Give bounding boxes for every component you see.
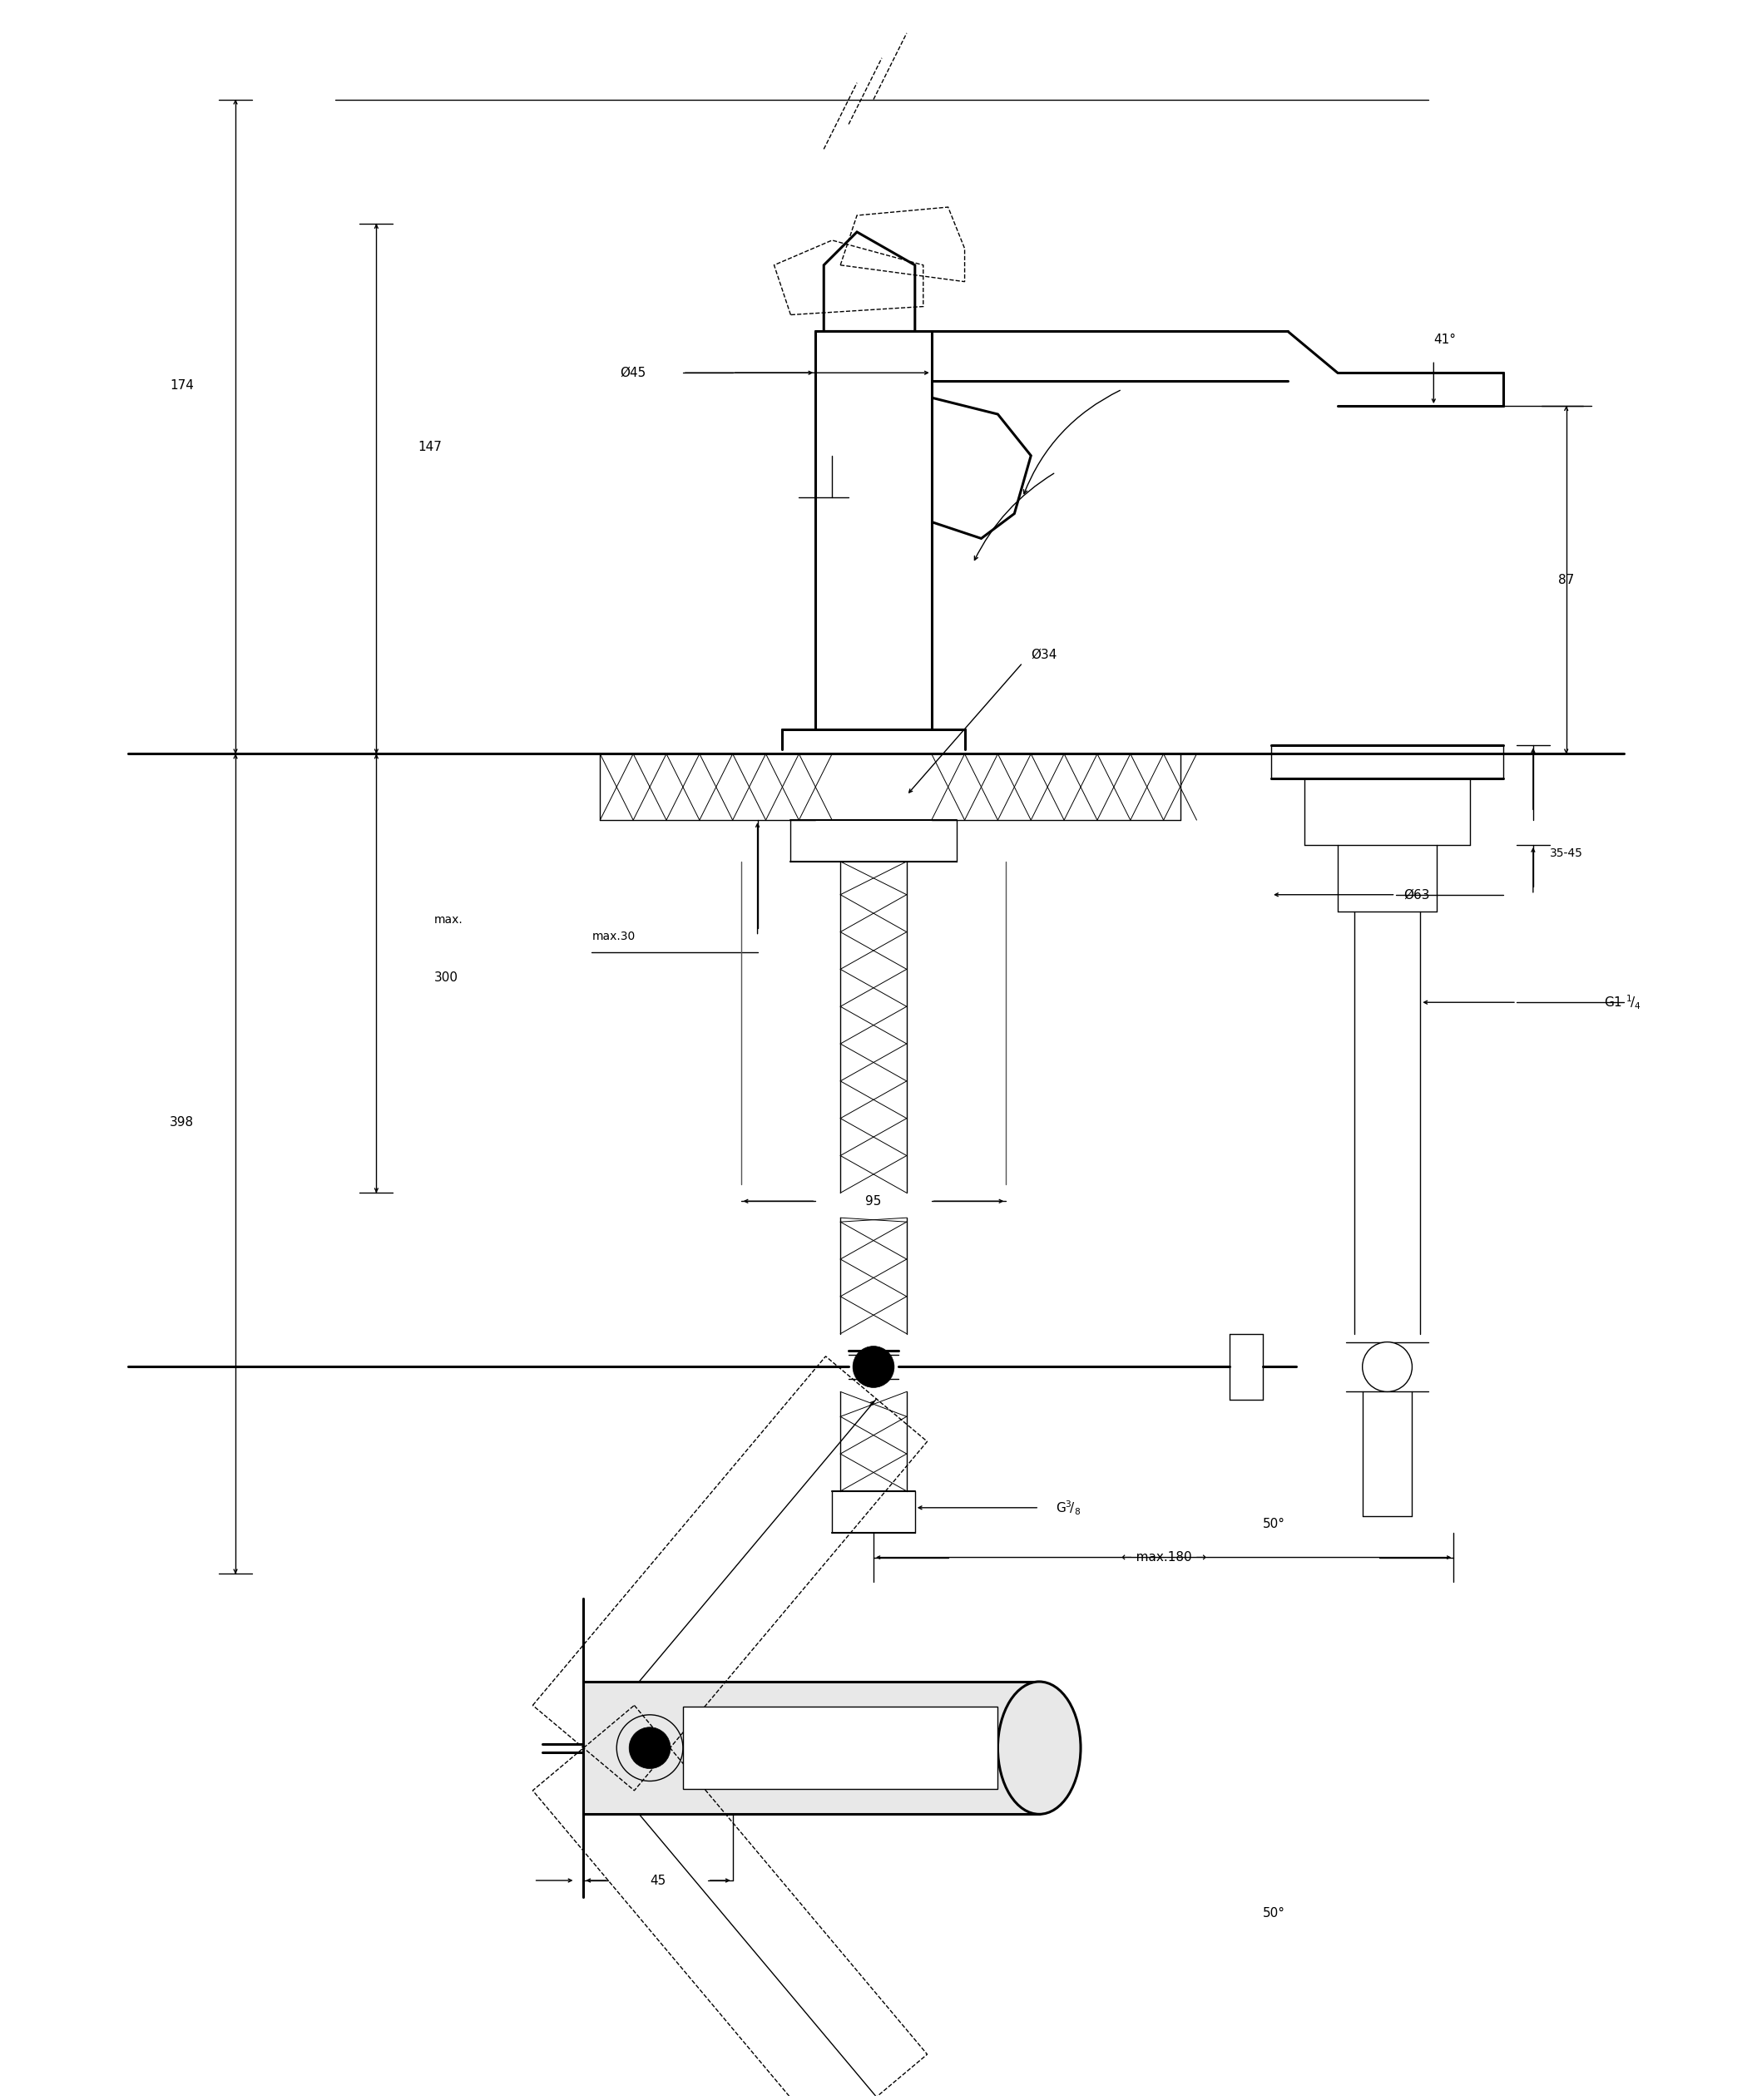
Text: 174: 174 bbox=[170, 378, 194, 391]
Circle shape bbox=[1363, 1342, 1412, 1392]
Text: G1 $^1\!/_4$: G1 $^1\!/_4$ bbox=[1603, 993, 1642, 1012]
Text: max.30: max.30 bbox=[592, 930, 636, 943]
Text: 50°: 50° bbox=[1263, 1518, 1286, 1531]
Text: 50°: 50° bbox=[1263, 1907, 1286, 1919]
Text: 95: 95 bbox=[865, 1195, 881, 1208]
Polygon shape bbox=[823, 231, 915, 332]
Text: 398: 398 bbox=[170, 1117, 194, 1128]
Text: Ø34: Ø34 bbox=[1030, 649, 1056, 662]
Text: max.: max. bbox=[434, 914, 463, 926]
Text: G$^3\!/_8$: G$^3\!/_8$ bbox=[1056, 1499, 1081, 1516]
Bar bbox=[583, 1682, 1039, 1814]
Circle shape bbox=[629, 1726, 671, 1768]
Text: 147: 147 bbox=[417, 441, 442, 454]
Circle shape bbox=[853, 1346, 894, 1388]
Text: 87: 87 bbox=[1558, 573, 1575, 586]
Text: 300: 300 bbox=[434, 972, 459, 983]
Ellipse shape bbox=[999, 1682, 1081, 1814]
Text: 35-45: 35-45 bbox=[1551, 848, 1582, 859]
Text: 45: 45 bbox=[650, 1873, 666, 1886]
Text: Ø45: Ø45 bbox=[620, 368, 646, 378]
Text: ← max.180 →: ← max.180 → bbox=[1121, 1552, 1205, 1564]
Text: 41°: 41° bbox=[1433, 334, 1456, 347]
Text: Ø63: Ø63 bbox=[1403, 888, 1430, 901]
Bar bbox=[683, 1707, 999, 1789]
